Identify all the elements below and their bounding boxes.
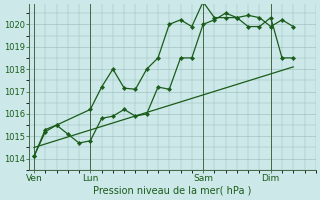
- X-axis label: Pression niveau de la mer( hPa ): Pression niveau de la mer( hPa ): [93, 186, 252, 196]
